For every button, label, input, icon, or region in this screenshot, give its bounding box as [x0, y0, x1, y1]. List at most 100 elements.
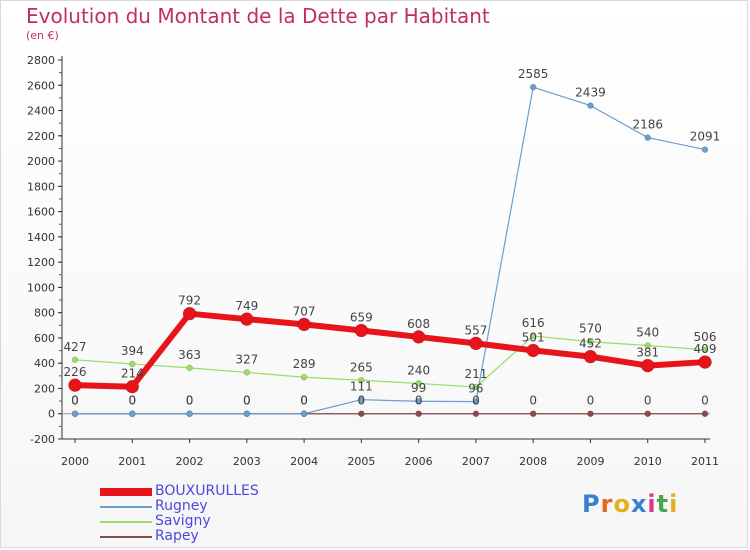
data-label-rugney: 96 — [468, 382, 483, 396]
data-point-rapey — [415, 410, 422, 417]
data-label-rapey: 0 — [529, 394, 537, 408]
data-label-savigny: 327 — [235, 352, 258, 366]
logo-letter: P — [582, 490, 601, 518]
data-label-bouxurulles: 226 — [64, 365, 87, 379]
legend-label-bouxurulles: BOUXURULLES — [155, 483, 259, 499]
data-label-bouxurulles: 381 — [636, 346, 659, 360]
x-tick-label: 2004 — [290, 455, 318, 468]
data-point-savigny — [300, 373, 308, 381]
data-label-rapey: 0 — [701, 394, 709, 408]
x-tick-label: 2008 — [519, 455, 547, 468]
data-point-bouxurulles — [240, 312, 254, 326]
data-point-bouxurulles — [354, 323, 369, 338]
data-point-rapey — [472, 410, 480, 417]
y-tick-label: 1400 — [27, 231, 55, 244]
data-label-bouxurulles: 557 — [464, 323, 487, 337]
data-label-savigny: 616 — [522, 316, 545, 330]
y-tick-label: 0 — [48, 408, 55, 421]
x-tick-label: 2002 — [176, 455, 204, 468]
y-tick-label: 2600 — [27, 79, 55, 92]
data-point-rugney — [71, 410, 79, 417]
data-point-rugney — [243, 410, 251, 417]
data-point-bouxurulles — [526, 343, 540, 358]
data-point-rugney — [644, 134, 651, 141]
data-point-rapey — [701, 410, 709, 417]
series-line-savigny — [74, 335, 706, 388]
data-point-bouxurulles — [469, 336, 483, 351]
series-line-bouxurulles — [74, 310, 706, 390]
data-point-rugney — [129, 410, 136, 417]
chart-subtitle: (en €) — [26, 29, 59, 42]
data-label-bouxurulles: 659 — [350, 310, 373, 324]
data-label-rapey: 0 — [415, 394, 423, 408]
data-label-rapey: 0 — [243, 394, 251, 408]
data-label-bouxurulles: 749 — [235, 299, 258, 313]
data-label-bouxurulles: 452 — [579, 337, 602, 351]
chart-title: Evolution du Montant de la Dette par Hab… — [26, 4, 490, 28]
data-label-rapey: 0 — [186, 394, 194, 408]
logo-letter: i — [647, 490, 657, 518]
y-tick-label: 600 — [34, 332, 55, 345]
data-point-savigny — [129, 360, 136, 368]
data-point-savigny — [587, 338, 594, 345]
y-tick-label: 200 — [34, 382, 55, 395]
y-tick-label: 800 — [34, 307, 55, 320]
data-point-rugney — [529, 83, 537, 91]
data-point-savigny — [529, 332, 537, 340]
data-label-rapey: 0 — [300, 394, 308, 408]
data-label-savigny: 265 — [350, 360, 373, 374]
x-tick-label: 2011 — [691, 455, 719, 468]
y-tick-label: 2200 — [27, 130, 55, 143]
data-point-bouxurulles — [125, 379, 140, 394]
data-point-bouxurulles — [411, 330, 426, 344]
data-label-rugney: 99 — [411, 381, 426, 395]
data-label-savigny: 240 — [407, 363, 430, 377]
series-layer — [68, 83, 712, 417]
data-label-bouxurulles: 409 — [694, 342, 717, 356]
data-point-savigny — [186, 364, 193, 372]
data-label-rapey: 0 — [71, 394, 79, 408]
y-tick-label: 400 — [34, 357, 55, 370]
y-tick-label: 1600 — [27, 206, 55, 219]
data-label-rapey: 0 — [358, 394, 366, 408]
y-tick-label: 2400 — [27, 105, 55, 118]
x-tick-label: 2003 — [233, 455, 261, 468]
data-label-savigny: 506 — [694, 330, 717, 344]
data-label-savigny: 394 — [121, 344, 144, 358]
y-tick-label: 1800 — [27, 180, 55, 193]
x-tick-label: 2001 — [118, 455, 146, 468]
data-point-bouxurulles — [68, 378, 82, 392]
x-tick-label: 2006 — [405, 455, 433, 468]
x-tick-label: 2000 — [61, 455, 89, 468]
data-label-savigny: 211 — [464, 367, 487, 381]
data-label-rapey: 0 — [128, 394, 136, 408]
y-tick-label: 1200 — [27, 256, 55, 269]
data-label-rugney: 2091 — [690, 130, 721, 144]
data-point-rapey — [358, 410, 365, 417]
data-point-rugney — [587, 102, 594, 109]
data-point-bouxurulles — [698, 355, 712, 369]
x-tick-label: 2007 — [462, 455, 490, 468]
y-tick-label: -200 — [30, 433, 55, 446]
data-point-bouxurulles — [640, 358, 655, 373]
data-point-rugney — [186, 410, 193, 417]
data-point-rugney — [358, 396, 365, 403]
data-label-savigny: 289 — [293, 357, 316, 371]
data-point-bouxurulles — [182, 306, 197, 321]
data-point-savigny — [644, 342, 651, 349]
data-label-rugney: 0 — [300, 394, 308, 408]
data-label-savigny: 427 — [64, 340, 87, 354]
data-point-rugney — [472, 398, 480, 405]
legend-label-savigny: Savigny — [155, 513, 211, 529]
data-label-rugney: 2439 — [575, 86, 606, 100]
data-point-rugney — [701, 146, 709, 153]
data-label-rugney: 0 — [243, 394, 251, 408]
y-tick-label: 2800 — [27, 54, 55, 67]
data-point-bouxurulles — [297, 317, 311, 332]
legend-swatch-rapey — [100, 529, 152, 544]
data-point-bouxurulles — [583, 349, 598, 364]
data-label-rugney: 0 — [71, 394, 79, 408]
legend-swatch-bouxurulles — [100, 484, 152, 499]
data-point-rapey — [587, 410, 594, 417]
